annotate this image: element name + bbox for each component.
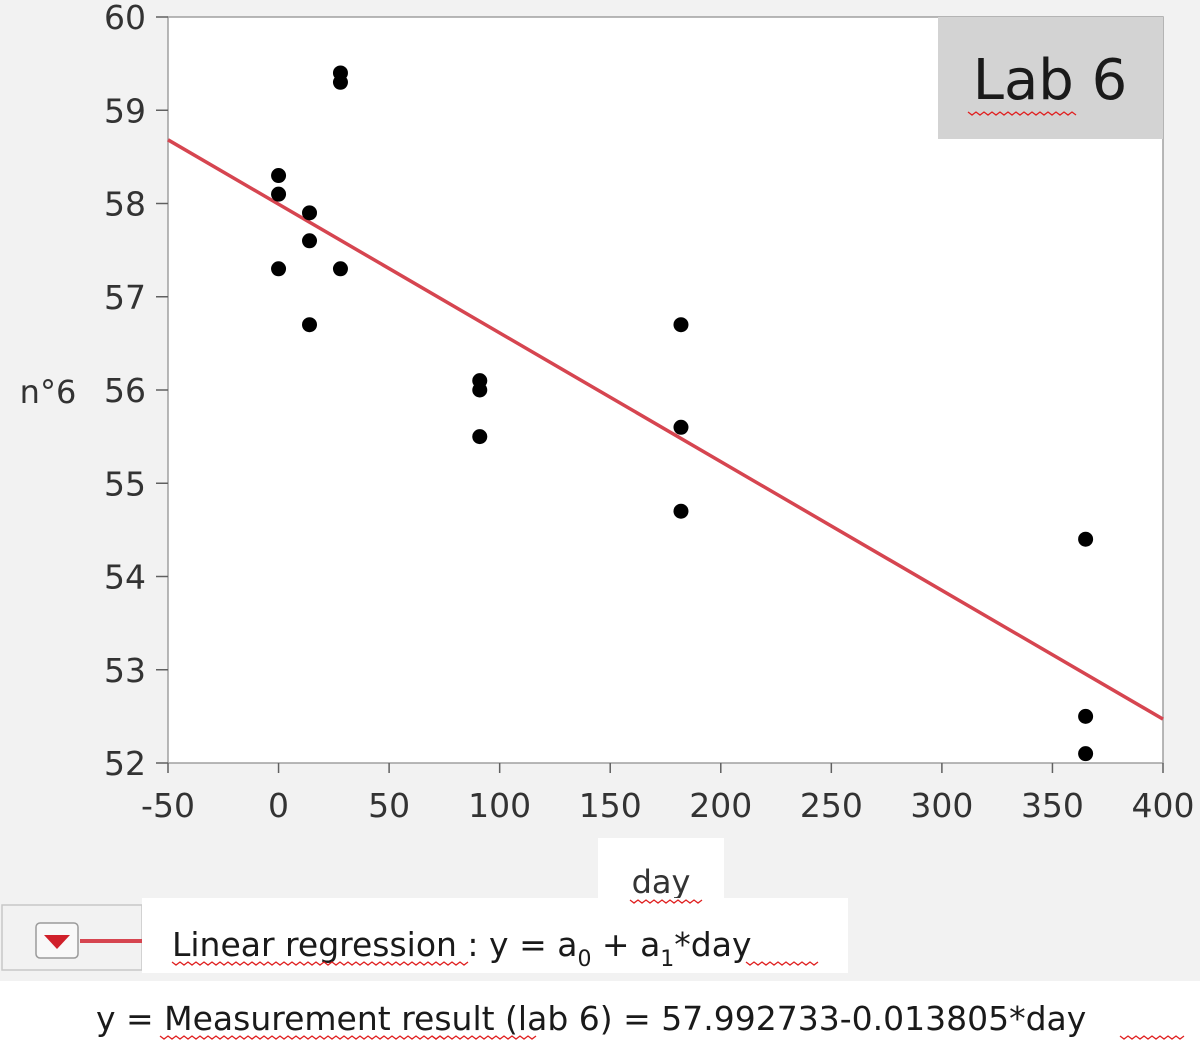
inset-label: Lab 6 <box>973 48 1128 113</box>
legend-dropdown-button[interactable] <box>35 922 79 959</box>
x-axis-label: day <box>632 863 691 901</box>
data-point <box>302 233 318 249</box>
data-point <box>472 429 488 445</box>
y-tick-label: 55 <box>104 464 146 503</box>
y-tick-label: 59 <box>104 91 146 130</box>
dropdown-triangle-icon <box>44 935 70 949</box>
y-tick-label: 60 <box>104 0 146 37</box>
data-point <box>302 205 318 221</box>
equation-box <box>0 981 1200 1048</box>
y-tick-label: 56 <box>104 371 146 410</box>
y-tick-label: 58 <box>104 185 146 224</box>
regression-layer <box>167 138 1164 721</box>
plot-area <box>167 16 1164 764</box>
data-point <box>271 186 287 202</box>
y-axis-label: n°6 <box>20 373 77 411</box>
points-layer <box>271 65 1094 762</box>
legend-title-main: Linear regression : y = a <box>172 925 577 964</box>
x-axis-label-box <box>598 838 724 898</box>
data-point <box>271 261 287 277</box>
y-tick-label: 57 <box>104 278 146 317</box>
data-point <box>332 261 348 277</box>
data-point <box>1078 708 1094 724</box>
x-tick-label: -50 <box>141 786 195 825</box>
x-axis: -50 0 50 100 150 200 250 300 350 400 <box>141 763 1195 825</box>
legend-sub-0: 0 <box>577 947 591 972</box>
spellcheck-squiggles <box>159 111 1185 1040</box>
regression-equation: y = Measurement result (lab 6) = 57.9927… <box>96 999 1086 1038</box>
y-tick-label: 52 <box>104 744 146 783</box>
data-point <box>472 382 488 398</box>
x-tick-label: 150 <box>579 786 642 825</box>
legend-text-box <box>142 898 848 973</box>
data-point <box>332 74 348 90</box>
legend-tail: *day <box>674 925 751 964</box>
data-point <box>302 317 318 333</box>
inset-label-box <box>938 17 1163 139</box>
x-tick-label: 300 <box>910 786 973 825</box>
y-tick-label: 54 <box>104 558 146 597</box>
legend-sub-1: 1 <box>660 947 674 972</box>
data-point <box>1078 746 1094 762</box>
x-tick-label: 100 <box>468 786 531 825</box>
data-point <box>673 317 689 333</box>
data-point <box>271 168 287 184</box>
x-tick-label: 50 <box>368 786 410 825</box>
y-axis: 52 53 54 55 56 57 58 59 60 <box>104 0 168 783</box>
data-point <box>673 503 689 519</box>
data-point <box>673 419 689 435</box>
y-tick-label: 53 <box>104 651 146 690</box>
regression-line <box>167 138 1164 721</box>
legend-mid: + a <box>591 925 660 964</box>
x-tick-label: 0 <box>268 786 289 825</box>
data-point <box>1078 531 1094 547</box>
x-tick-label: 350 <box>1021 786 1084 825</box>
x-tick-label: 200 <box>689 786 752 825</box>
legend-entry: Linear regression : y = a0 + a1*day <box>172 925 752 972</box>
x-tick-label: 400 <box>1132 786 1195 825</box>
x-tick-label: 250 <box>800 786 863 825</box>
